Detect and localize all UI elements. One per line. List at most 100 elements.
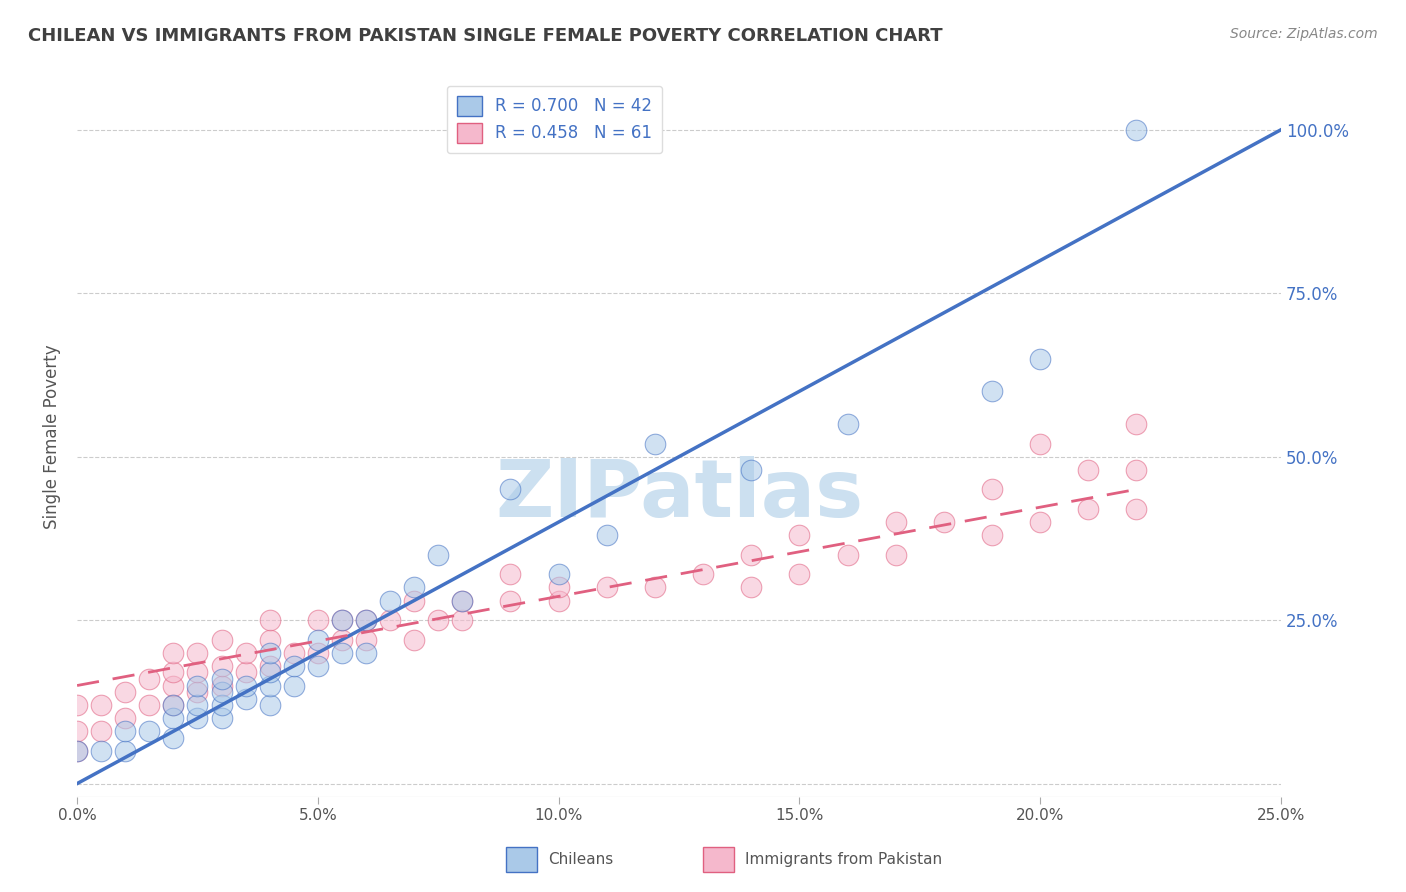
Point xyxy=(547,593,569,607)
Point xyxy=(66,724,89,739)
Point xyxy=(740,548,762,562)
Point xyxy=(330,613,353,627)
Point xyxy=(90,744,112,758)
Point xyxy=(330,613,353,627)
Point xyxy=(1029,515,1052,529)
Point xyxy=(547,581,569,595)
Point xyxy=(259,659,281,673)
Point xyxy=(644,436,666,450)
Point xyxy=(283,679,305,693)
Point xyxy=(1077,502,1099,516)
Point xyxy=(186,685,208,699)
Point xyxy=(1125,502,1147,516)
Text: ZIPatlas: ZIPatlas xyxy=(495,456,863,533)
Point xyxy=(499,483,522,497)
Point xyxy=(211,672,233,686)
Point xyxy=(66,744,89,758)
Point xyxy=(211,659,233,673)
Point xyxy=(404,593,426,607)
Point xyxy=(330,632,353,647)
Point xyxy=(162,698,184,713)
Point xyxy=(186,711,208,725)
Point xyxy=(162,711,184,725)
Point xyxy=(211,685,233,699)
Point xyxy=(162,665,184,680)
Point xyxy=(307,632,329,647)
Text: Source: ZipAtlas.com: Source: ZipAtlas.com xyxy=(1230,27,1378,41)
Text: Immigrants from Pakistan: Immigrants from Pakistan xyxy=(745,853,942,867)
Point xyxy=(1077,463,1099,477)
Point xyxy=(307,659,329,673)
Point xyxy=(259,698,281,713)
Point xyxy=(932,515,955,529)
Point xyxy=(235,665,257,680)
Point xyxy=(884,515,907,529)
Point xyxy=(451,593,474,607)
Point xyxy=(138,698,160,713)
Point xyxy=(259,679,281,693)
Point xyxy=(162,646,184,660)
Point xyxy=(427,613,450,627)
Point xyxy=(138,672,160,686)
Point xyxy=(981,483,1004,497)
Point xyxy=(66,698,89,713)
Point xyxy=(1029,351,1052,366)
Point xyxy=(378,593,401,607)
Text: Chileans: Chileans xyxy=(548,853,613,867)
Point xyxy=(186,646,208,660)
Point xyxy=(138,724,160,739)
Point xyxy=(740,581,762,595)
Text: CHILEAN VS IMMIGRANTS FROM PAKISTAN SINGLE FEMALE POVERTY CORRELATION CHART: CHILEAN VS IMMIGRANTS FROM PAKISTAN SING… xyxy=(28,27,943,45)
Point xyxy=(596,581,619,595)
Point xyxy=(1125,463,1147,477)
Point xyxy=(330,646,353,660)
Point xyxy=(427,548,450,562)
Point xyxy=(162,679,184,693)
Point xyxy=(186,698,208,713)
Point xyxy=(837,548,859,562)
Point xyxy=(692,567,714,582)
Point xyxy=(1125,417,1147,431)
Point xyxy=(1029,436,1052,450)
Point xyxy=(307,646,329,660)
Point xyxy=(211,632,233,647)
Point xyxy=(259,646,281,660)
Point xyxy=(114,744,136,758)
Point xyxy=(981,528,1004,542)
Point xyxy=(451,613,474,627)
Point xyxy=(283,646,305,660)
Point xyxy=(354,632,377,647)
Point xyxy=(162,698,184,713)
Point xyxy=(404,632,426,647)
Point xyxy=(283,659,305,673)
Point xyxy=(547,567,569,582)
Point xyxy=(837,417,859,431)
Point xyxy=(114,711,136,725)
Point xyxy=(884,548,907,562)
Point xyxy=(235,646,257,660)
Point xyxy=(259,665,281,680)
Point xyxy=(354,613,377,627)
Point xyxy=(354,646,377,660)
Point xyxy=(596,528,619,542)
Point xyxy=(354,613,377,627)
Point xyxy=(307,613,329,627)
Point xyxy=(789,528,811,542)
Point xyxy=(981,384,1004,399)
Point xyxy=(186,665,208,680)
Point xyxy=(404,581,426,595)
Point xyxy=(451,593,474,607)
Point xyxy=(90,724,112,739)
Point xyxy=(235,691,257,706)
Point xyxy=(499,567,522,582)
Point xyxy=(114,724,136,739)
Point xyxy=(162,731,184,745)
Point xyxy=(186,679,208,693)
Point xyxy=(235,679,257,693)
Point xyxy=(66,744,89,758)
Point xyxy=(378,613,401,627)
Point xyxy=(259,613,281,627)
Point xyxy=(789,567,811,582)
Point xyxy=(211,711,233,725)
Point xyxy=(499,593,522,607)
